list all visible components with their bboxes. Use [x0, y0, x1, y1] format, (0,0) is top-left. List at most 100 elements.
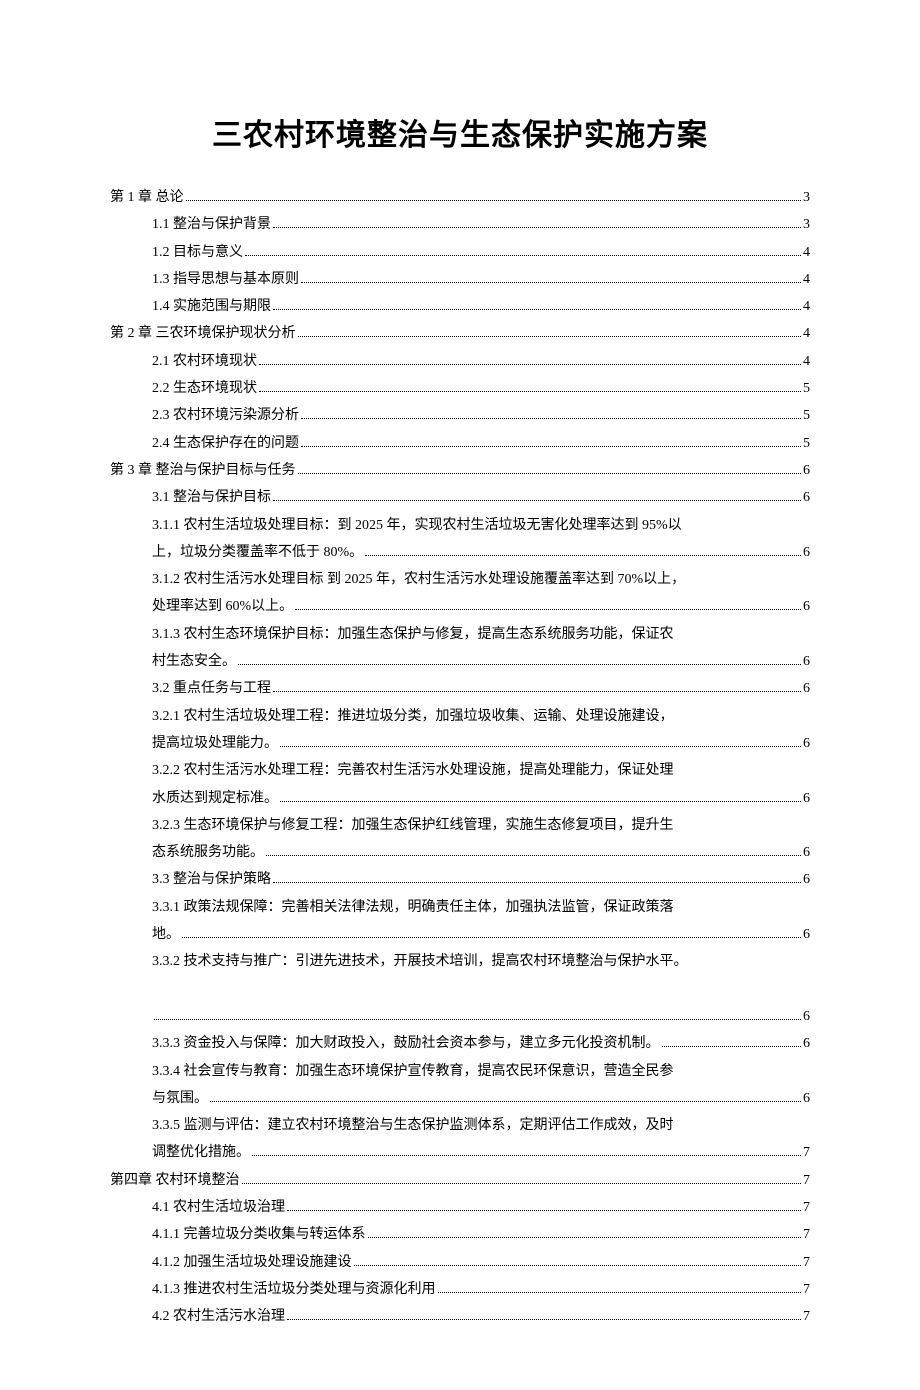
toc-entry: 3.1 整治与保护目标6 [110, 484, 810, 511]
toc-entry-lastline: 上，垃圾分类覆盖率不低于 80%。 6 [152, 539, 810, 566]
toc-entry-text: 2.4 生态保护存在的问题 [152, 430, 299, 457]
toc-entry-text: 4.1.1 完善垃圾分类收集与转运体系 [152, 1221, 366, 1248]
toc-entry-text: 4.1 农村生活垃圾治理 [152, 1194, 285, 1221]
toc-entry-tail: 提高垃圾处理能力。 [152, 730, 278, 757]
toc-page-number: 7 [803, 1139, 810, 1166]
toc-leader-dots [662, 1046, 802, 1047]
toc-entry-tail: 处理率达到 60%以上。 [152, 593, 293, 620]
toc-entry-text: 3.3 整治与保护策略 [152, 866, 271, 893]
toc-leader-dots [365, 555, 801, 556]
toc-blank-line [152, 976, 810, 1003]
toc-entry-text: 1.4 实施范围与期限 [152, 293, 271, 320]
toc-entry-tail: 与氛围。 [152, 1085, 208, 1112]
toc-entry-text: 3.1.3 农村生态环境保护目标：加强生态保护与修复，提高生态系统服务功能，保证… [152, 621, 810, 648]
toc-page-number: 6 [803, 539, 810, 566]
toc-entry-lastline: 提高垃圾处理能力。6 [152, 730, 810, 757]
toc-entry-text: 2.3 农村环境污染源分析 [152, 402, 299, 429]
toc-leader-dots [273, 227, 801, 228]
toc-leader-dots [273, 882, 801, 883]
toc-entry-text: 1.2 目标与意义 [152, 239, 243, 266]
toc-entry: 3.1.2 农村生活污水处理目标 到 2025 年，农村生活污水处理设施覆盖率达… [110, 566, 810, 621]
toc-entry: 1.3 指导思想与基本原则 4 [110, 266, 810, 293]
toc-entry-text: 4.1.3 推进农村生活垃圾分类处理与资源化利用 [152, 1276, 436, 1303]
toc-leader-dots [259, 364, 801, 365]
toc-leader-dots [438, 1292, 802, 1293]
toc-entry: 2.2 生态环境现状5 [110, 375, 810, 402]
toc-entry: 3.3.4 社会宣传与教育：加强生态环境保护宣传教育，提高农民环保意识，营造全民… [110, 1058, 810, 1113]
toc-entry-text: 1.3 指导思想与基本原则 [152, 266, 299, 293]
toc-entry-tail: 调整优化措施。 [152, 1139, 250, 1166]
toc-entry: 第 1 章 总论3 [110, 184, 810, 211]
toc-entry: 4.1.2 加强生活垃圾处理设施建设7 [110, 1249, 810, 1276]
toc-page-number: 4 [803, 266, 810, 293]
toc-entry: 3.3.2 技术支持与推广：引进先进技术，开展技术培训，提高农村环境整治与保护水… [110, 948, 810, 1030]
toc-leader-dots [354, 1265, 802, 1266]
document-page: 三农村环境整治与生态保护实施方案 第 1 章 总论31.1 整治与保护背景31.… [0, 0, 920, 1390]
toc-entry-text: 3.2.1 农村生活垃圾处理工程：推进垃圾分类，加强垃圾收集、运输、处理设施建设… [152, 703, 810, 730]
toc-entry-text: 2.1 农村环境现状 [152, 348, 257, 375]
toc-entry-lastline: 6 [152, 1003, 810, 1030]
toc-entry: 2.3 农村环境污染源分析 5 [110, 402, 810, 429]
toc-entry: 4.1.1 完善垃圾分类收集与转运体系 7 [110, 1221, 810, 1248]
toc-entry: 4.1 农村生活垃圾治理 7 [110, 1194, 810, 1221]
toc-leader-dots [186, 200, 802, 201]
toc-page-number: 7 [803, 1194, 810, 1221]
toc-entry-text: 3.3.5 监测与评估：建立农村环境整治与生态保护监测体系，定期评估工作成效，及… [152, 1112, 810, 1139]
toc-entry-lastline: 水质达到规定标准。6 [152, 785, 810, 812]
toc-entry: 1.1 整治与保护背景3 [110, 211, 810, 238]
toc-page-number: 5 [803, 375, 810, 402]
toc-entry: 4.1.3 推进农村生活垃圾分类处理与资源化利用7 [110, 1276, 810, 1303]
toc-page-number: 4 [803, 320, 810, 347]
toc-leader-dots [245, 255, 801, 256]
toc-page-number: 5 [803, 402, 810, 429]
toc-page-number: 6 [803, 675, 810, 702]
toc-entry: 3.3.1 政策法规保障：完善相关法律法规，明确责任主体，加强执法监管，保证政策… [110, 894, 810, 949]
toc-entry: 第 2 章 三农环境保护现状分析4 [110, 320, 810, 347]
toc-page-number: 4 [803, 293, 810, 320]
toc-entry: 3.2.1 农村生活垃圾处理工程：推进垃圾分类，加强垃圾收集、运输、处理设施建设… [110, 703, 810, 758]
toc-entry: 3.2.2 农村生活污水处理工程：完善农村生活污水处理设施，提高处理能力，保证处… [110, 757, 810, 812]
toc-page-number: 7 [803, 1303, 810, 1330]
toc-leader-dots [154, 1019, 801, 1020]
toc-page-number: 6 [803, 1003, 810, 1030]
toc-leader-dots [280, 801, 801, 802]
toc-leader-dots [301, 446, 801, 447]
toc-leader-dots [182, 937, 801, 938]
toc-page-number: 5 [803, 430, 810, 457]
toc-page-number: 3 [803, 211, 810, 238]
toc-entry-lastline: 村生态安全。 6 [152, 648, 810, 675]
toc-leader-dots [280, 746, 801, 747]
toc-entry-tail: 态系统服务功能。 [152, 839, 264, 866]
toc-entry-text: 3.2.2 农村生活污水处理工程：完善农村生活污水处理设施，提高处理能力，保证处… [152, 757, 810, 784]
toc-leader-dots [266, 855, 801, 856]
toc-page-number: 7 [803, 1221, 810, 1248]
toc-entry-tail: 村生态安全。 [152, 648, 236, 675]
toc-entry: 2.4 生态保护存在的问题 5 [110, 430, 810, 457]
toc-leader-dots [242, 1183, 802, 1184]
toc-leader-dots [301, 418, 801, 419]
toc-page-number: 4 [803, 348, 810, 375]
toc-entry: 2.1 农村环境现状 4 [110, 348, 810, 375]
toc-page-number: 6 [803, 648, 810, 675]
toc-page-number: 3 [803, 184, 810, 211]
toc-page-number: 6 [803, 457, 810, 484]
toc-leader-dots [273, 500, 801, 501]
document-title: 三农村环境整治与生态保护实施方案 [110, 110, 810, 154]
toc-leader-dots [210, 1101, 801, 1102]
toc-leader-dots [273, 309, 801, 310]
toc-leader-dots [298, 473, 802, 474]
toc-entry-tail: 上，垃圾分类覆盖率不低于 80%。 [152, 539, 363, 566]
toc-page-number: 7 [803, 1167, 810, 1194]
toc-entry-text: 第 3 章 整治与保护目标与任务 [110, 457, 296, 484]
toc-entry: 第四章 农村环境整治7 [110, 1167, 810, 1194]
toc-entry-text: 3.3.2 技术支持与推广：引进先进技术，开展技术培训，提高农村环境整治与保护水… [152, 948, 810, 975]
toc-entry-text: 3.2 重点任务与工程 [152, 675, 271, 702]
toc-entry-lastline: 与氛围。 6 [152, 1085, 810, 1112]
toc-page-number: 6 [803, 1085, 810, 1112]
toc-leader-dots [301, 282, 801, 283]
toc-leader-dots [252, 1155, 801, 1156]
toc-leader-dots [238, 664, 801, 665]
toc-entry-text: 3.1.2 农村生活污水处理目标 到 2025 年，农村生活污水处理设施覆盖率达… [152, 566, 810, 593]
toc-entry: 3.1.1 农村生活垃圾处理目标：到 2025 年，实现农村生活垃圾无害化处理率… [110, 512, 810, 567]
toc-page-number: 6 [803, 839, 810, 866]
